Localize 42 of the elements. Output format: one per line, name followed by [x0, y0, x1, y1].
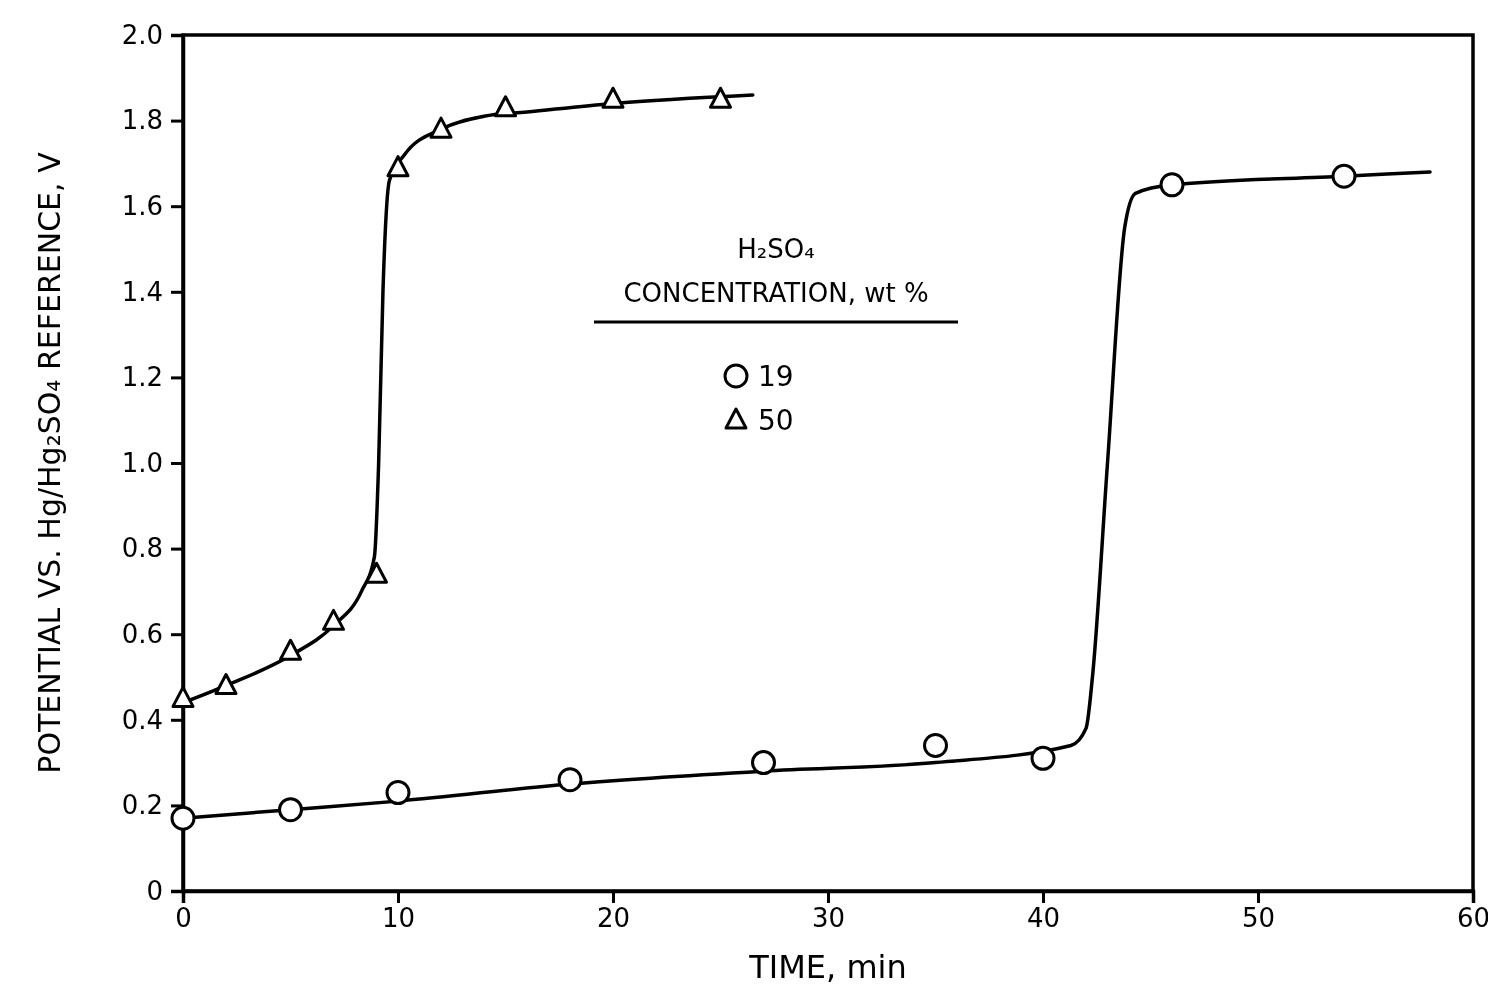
point: [429, 116, 453, 139]
x-axis-title: TIME, min: [748, 948, 907, 985]
y-axis-title: POTENTIAL VS. Hg/Hg₂SO₄ REFERENCE, V: [32, 151, 67, 774]
x-tick-label: 40: [1026, 903, 1061, 934]
point: [170, 805, 196, 831]
point: [709, 86, 732, 109]
legend-title: H₂SO₄ CONCENTRATION, wt %: [623, 234, 929, 308]
point: [1159, 172, 1185, 198]
point: [1331, 163, 1357, 189]
point: [494, 95, 517, 118]
point: [923, 732, 948, 758]
point: [557, 767, 583, 793]
x-tick-label: 20: [596, 903, 631, 934]
y-tick-label: 0.8: [121, 533, 163, 564]
point: [385, 780, 411, 806]
legend-label: 50: [758, 404, 794, 437]
x-tick-label: 50: [1241, 903, 1276, 934]
x-tick-label: 10: [381, 903, 416, 934]
point: [171, 685, 195, 708]
point: [751, 750, 776, 776]
y-tick-label: 1.8: [121, 105, 163, 136]
point: [1030, 745, 1056, 771]
point: [214, 673, 238, 696]
y-tick-label: 1.6: [121, 191, 163, 222]
y-tick-label: 1.2: [121, 362, 163, 393]
y-tick-label: 0.2: [121, 790, 163, 821]
x-tick-label: 0: [175, 903, 192, 934]
legend-label: 19: [758, 360, 794, 393]
point: [322, 608, 345, 631]
y-tick-label: 2.0: [121, 19, 163, 50]
y-tick-label: 0.6: [121, 619, 163, 650]
y-tick-label: 1.4: [121, 276, 163, 307]
point: [279, 638, 302, 661]
point: [386, 155, 410, 178]
point: [601, 86, 625, 109]
y-tick-label: 0.4: [121, 704, 163, 735]
x-tick-label: 30: [811, 903, 846, 934]
point: [278, 797, 303, 823]
y-tick-label: 0: [146, 875, 163, 906]
point: [365, 561, 388, 584]
y-tick-label: 1.0: [121, 447, 163, 478]
x-tick-label: 60: [1456, 903, 1488, 934]
